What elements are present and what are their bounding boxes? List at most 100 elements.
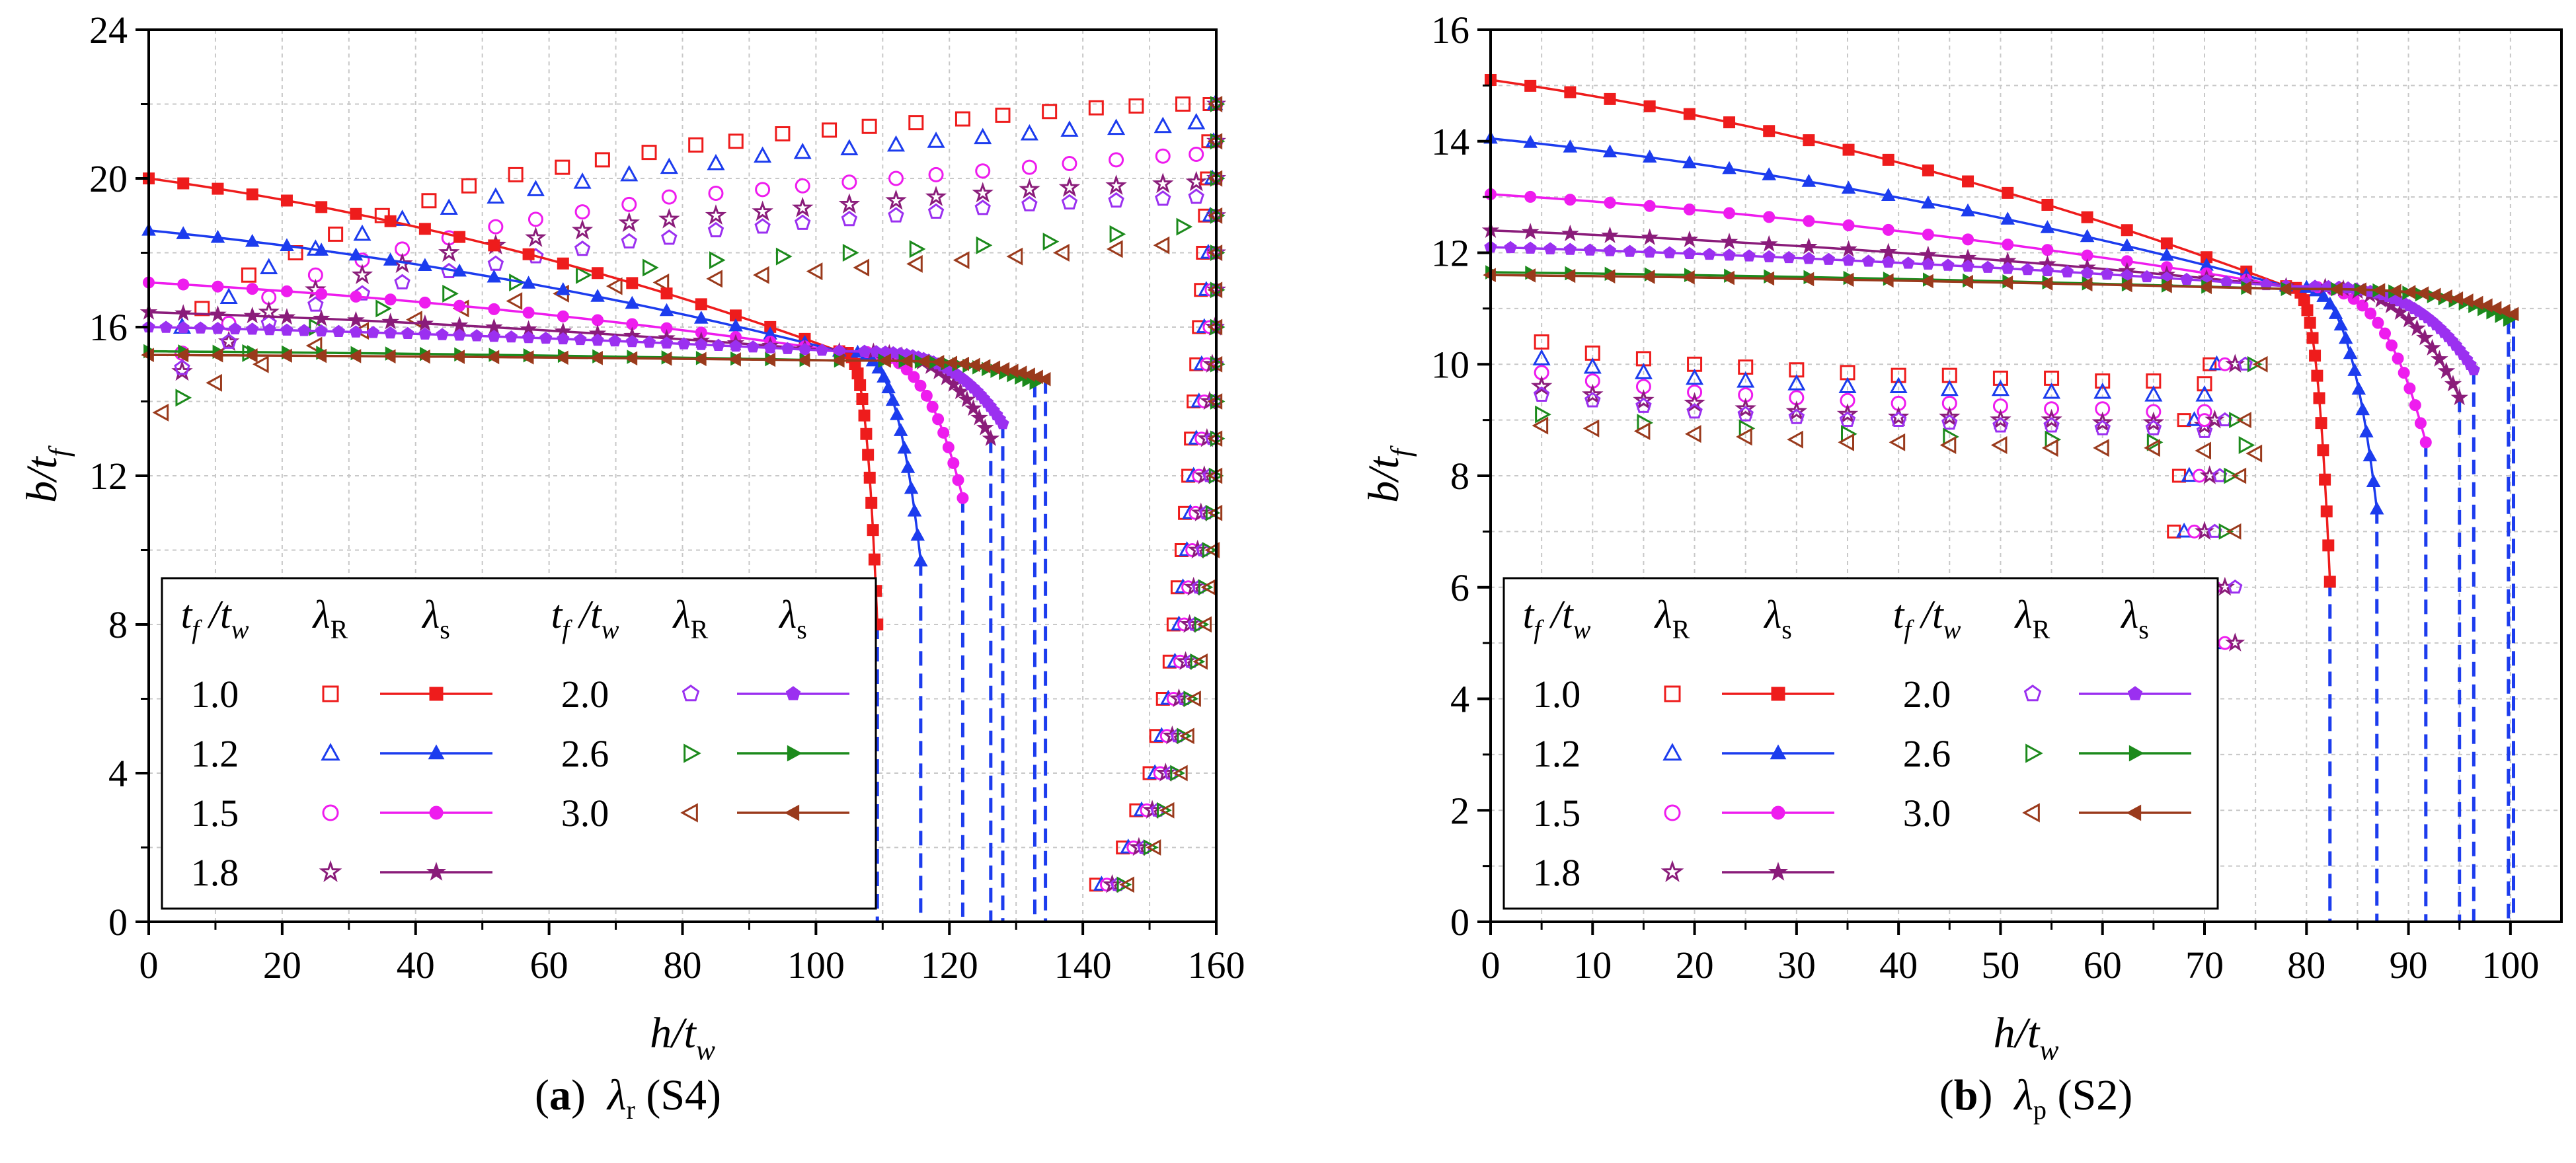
lambda-r-point [1188, 188, 1204, 204]
legend-lambda-r-marker [683, 743, 701, 763]
lambda-s-point [871, 360, 886, 374]
lambda-r-point [555, 159, 570, 175]
lambda-s-point [2001, 262, 2014, 274]
lambda-s-point [504, 330, 518, 343]
lambda-s-point [2427, 287, 2441, 303]
legend-lambda-s-marker [429, 687, 444, 701]
legend-ratio-label: 1.2 [1533, 732, 1581, 775]
lambda-s-point [487, 269, 502, 283]
lambda-s-point [450, 316, 469, 333]
lambda-r-point [219, 287, 238, 304]
lambda-r-point [1190, 653, 1206, 670]
legend-ratio-label: 1.5 [1533, 792, 1581, 835]
lambda-s-point [970, 408, 988, 426]
lambda-s-point [2408, 319, 2426, 336]
lambda-r-point [888, 207, 904, 223]
lambda-s-point [914, 379, 927, 392]
lambda-r-point [1179, 728, 1194, 745]
lambda-r-point [1684, 425, 1701, 443]
lambda-s-point [470, 329, 483, 342]
lambda-r-point [1042, 233, 1060, 251]
lambda-r-point [1053, 243, 1070, 262]
x-tick-label: 70 [2185, 944, 2224, 987]
lambda-s-point [176, 320, 190, 334]
lambda-s-point [695, 338, 708, 350]
lambda-r-point [1155, 190, 1171, 206]
lambda-s-point [982, 429, 1000, 447]
lambda-s-point [1683, 203, 1696, 215]
lambda-s-point [452, 263, 467, 277]
lambda-s-point [2392, 352, 2404, 365]
lambda-r-point [526, 180, 545, 196]
lambda-r-point [2093, 382, 2112, 399]
legend-ratio-label: 1.8 [191, 851, 239, 894]
lambda-s-point [1682, 270, 1695, 285]
lambda-s-point [2505, 307, 2519, 322]
lambda-r-point [1891, 367, 1906, 383]
lambda-r-point [927, 203, 945, 219]
lambda-r-point [1200, 579, 1216, 596]
legend-ratio-label: 2.6 [561, 732, 609, 775]
lambda-s-point [2391, 303, 2409, 320]
lambda-s-point [332, 324, 345, 337]
lambda-r-point [775, 247, 793, 266]
lambda-s-point [1802, 252, 1815, 264]
lambda-s-point [384, 215, 397, 227]
lambda-r-point [909, 240, 926, 258]
lambda-s-point [555, 350, 568, 365]
lambda-s-point [244, 348, 258, 363]
lambda-s-point [762, 352, 776, 367]
lambda-s-point [1643, 245, 1657, 258]
lambda-s-point [2160, 248, 2174, 261]
lambda-s-point [937, 426, 950, 439]
lambda-s-point [2119, 278, 2132, 293]
lambda-r-point [1204, 542, 1220, 558]
legend-header-ratio: tf /tw [1893, 593, 1961, 644]
lambda-s-point [2002, 186, 2014, 199]
lambda-s-point [2409, 399, 2421, 412]
lambda-s-point [177, 177, 190, 190]
lambda-r-point [1187, 113, 1206, 130]
lambda-r-point [1128, 98, 1144, 114]
y-axis-label: b/tf [1360, 445, 1417, 503]
lambda-s-point [693, 352, 707, 367]
lambda-r-point [2175, 522, 2193, 538]
lambda-r-point [2229, 412, 2244, 429]
lambda-s-point [1641, 270, 1655, 284]
lambda-r-point [605, 277, 623, 295]
lambda-s-point [890, 407, 904, 420]
lambda-s-point [2160, 237, 2173, 250]
lambda-r-point [1108, 192, 1124, 208]
lambda-r-point [1155, 148, 1171, 164]
legend-lambda-r-marker [1660, 860, 1684, 882]
chart-panel-b: 0 10 20 30 40 50 60 70 80 90 100 0 2 4 6 8 10 12 14 16 h/tw b… [1360, 9, 2563, 1066]
y-tick-label: 16 [1431, 9, 1469, 52]
lambda-r-point [438, 241, 460, 262]
lambda-s-curve [148, 281, 964, 499]
lambda-s-point [885, 393, 900, 406]
lambda-s-point [2460, 293, 2474, 308]
lambda-s-point [522, 330, 535, 344]
lambda-r-point [2197, 413, 2212, 428]
dashed-limit-lines [875, 379, 1048, 922]
lambda-s-point [486, 350, 500, 365]
lambda-r-point [573, 172, 592, 189]
lambda-s-point [384, 293, 397, 306]
lambda-r-point [406, 311, 422, 329]
lambda-r-point [658, 207, 680, 229]
lambda-s-point [1879, 243, 1897, 260]
lambda-s-point [860, 428, 873, 440]
lambda-r-point [1737, 371, 1755, 388]
lambda-r-point [305, 336, 323, 355]
lambda-s-point [956, 356, 970, 371]
lambda-r-point [174, 359, 190, 375]
lambda-r-point [791, 196, 814, 217]
lambda-r-point [1062, 156, 1077, 171]
lambda-r-point [1153, 236, 1170, 254]
lambda-r-point [1939, 406, 1961, 427]
lambda-r-point [754, 218, 771, 234]
lambda-s-point [350, 290, 362, 303]
legend-header-lambda-s: λs [1763, 593, 1792, 644]
lambda-r-point [2094, 420, 2111, 435]
lambda-s-point [1583, 243, 1597, 256]
